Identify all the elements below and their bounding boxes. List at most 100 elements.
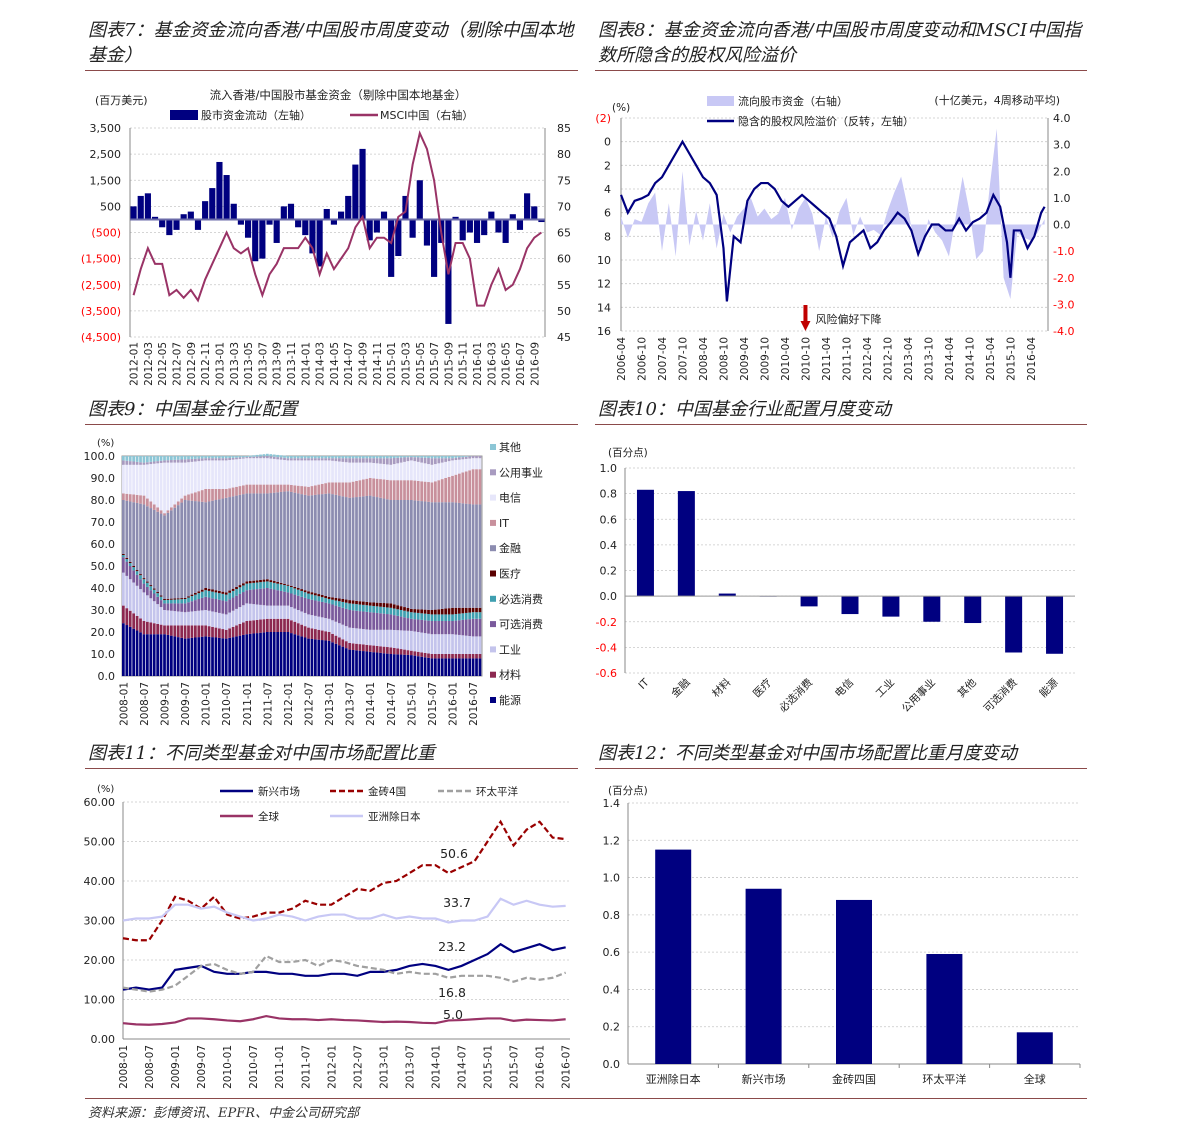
stack-segment-其他 [351,456,355,459]
stack-segment-可选消费 [362,611,365,630]
stack-segment-必选消费 [218,593,221,600]
stack-segment-IT [279,484,283,492]
stack-segment-工业 [194,611,197,626]
stack-segment-材料 [440,654,444,659]
stack-segment-金融 [194,501,197,593]
stack-segment-材料 [293,621,297,635]
y-tick-label-right: 3.0 [1053,139,1071,152]
stack-segment-公用事业 [156,461,160,464]
stack-segment-其他 [375,456,379,459]
stack-segment-能源 [170,635,173,676]
stack-segment-必选消费 [276,583,280,591]
stack-segment-必选消费 [351,603,355,611]
stack-segment-材料 [170,625,173,636]
stack-segment-医疗 [173,598,177,600]
stack-segment-IT [283,484,286,492]
stack-segment-工业 [248,603,252,621]
legend-swatch [490,545,496,552]
x-tick-label: IT [636,676,652,692]
stack-segment-必选消费 [427,614,430,621]
stack-segment-电信 [303,460,307,487]
x-tick-label: 2015-01 [386,342,398,386]
stack-segment-IT [139,495,142,504]
flow-bar [345,195,352,220]
stack-segment-医疗 [392,604,396,609]
stack-segment-金融 [375,497,379,603]
stack-segment-能源 [125,625,129,676]
stack-segment-材料 [447,654,451,659]
y-tick-label-left: 1,500 [90,174,122,187]
stack-segment-电信 [324,460,328,484]
stack-segment-金融 [156,511,160,593]
stack-segment-材料 [375,645,379,653]
stack-segment-必选消费 [180,599,184,604]
stack-segment-工业 [252,604,256,621]
stack-segment-电信 [269,458,273,485]
legend-label: 可选消费 [499,617,543,631]
figure-9-title: 图表9：中国基金行业配置 [88,399,298,420]
stack-segment-其他 [283,455,286,458]
stack-segment-医疗 [420,609,424,614]
stack-segment-必选消费 [122,555,125,558]
stack-segment-工业 [379,629,382,647]
stack-segment-金融 [214,500,218,591]
stack-segment-可选消费 [190,601,194,612]
stack-segment-医疗 [283,583,286,586]
stack-segment-医疗 [125,557,129,560]
stack-segment-其他 [423,456,427,458]
stack-segment-金融 [327,493,331,597]
flow-bar [244,219,252,238]
stack-segment-公用事业 [372,458,376,463]
stack-segment-IT [324,483,328,494]
stack-segment-材料 [194,625,197,638]
stack-segment-材料 [317,629,321,640]
stack-segment-医疗 [303,590,307,593]
stack-segment-材料 [159,624,163,635]
x-tick-label: 2016-01 [448,682,460,726]
stack-segment-IT [317,484,321,495]
stack-segment-材料 [314,629,317,640]
stack-segment-材料 [454,654,458,659]
x-tick-label: 2012-04 [862,337,874,381]
stack-segment-金融 [276,492,280,582]
legend-label: 新兴市场 [258,785,300,798]
stack-segment-其他 [392,456,396,459]
stack-segment-能源 [218,637,221,676]
stack-segment-其他 [331,456,334,459]
stack-segment-必选消费 [458,613,461,621]
stack-segment-电信 [341,461,345,483]
y-tick-label: 0.0 [600,590,618,603]
stack-segment-公用事业 [396,457,400,464]
stack-segment-能源 [156,634,160,676]
stack-segment-可选消费 [197,599,201,611]
stack-segment-IT [159,510,163,514]
stack-segment-工业 [423,633,427,653]
stack-segment-金融 [372,496,376,603]
stack-segment-可选消费 [338,606,341,624]
stack-segment-工业 [365,629,369,645]
stack-segment-可选消费 [344,608,348,627]
stack-segment-能源 [379,652,382,676]
stack-segment-材料 [410,650,413,656]
stack-segment-IT [382,479,386,499]
stack-segment-必选消费 [403,610,406,618]
stack-segment-公用事业 [303,458,307,461]
stack-segment-医疗 [437,609,441,615]
stack-segment-能源 [444,658,448,676]
stack-segment-能源 [159,634,163,676]
legend-label: 全球 [258,810,279,823]
stack-segment-工业 [392,629,396,648]
stack-segment-工业 [286,605,290,619]
stack-segment-IT [276,484,280,493]
stack-segment-能源 [207,636,211,676]
stack-segment-必选消费 [187,597,190,603]
stack-segment-电信 [434,464,437,482]
stack-segment-工业 [207,610,211,627]
stack-segment-公用事业 [478,456,482,459]
stack-segment-IT [365,478,369,496]
arrow-down-icon [803,305,808,322]
stack-segment-可选消费 [331,604,334,621]
stack-segment-能源 [180,637,184,676]
stack-segment-电信 [207,460,211,489]
stack-segment-可选消费 [242,592,245,606]
